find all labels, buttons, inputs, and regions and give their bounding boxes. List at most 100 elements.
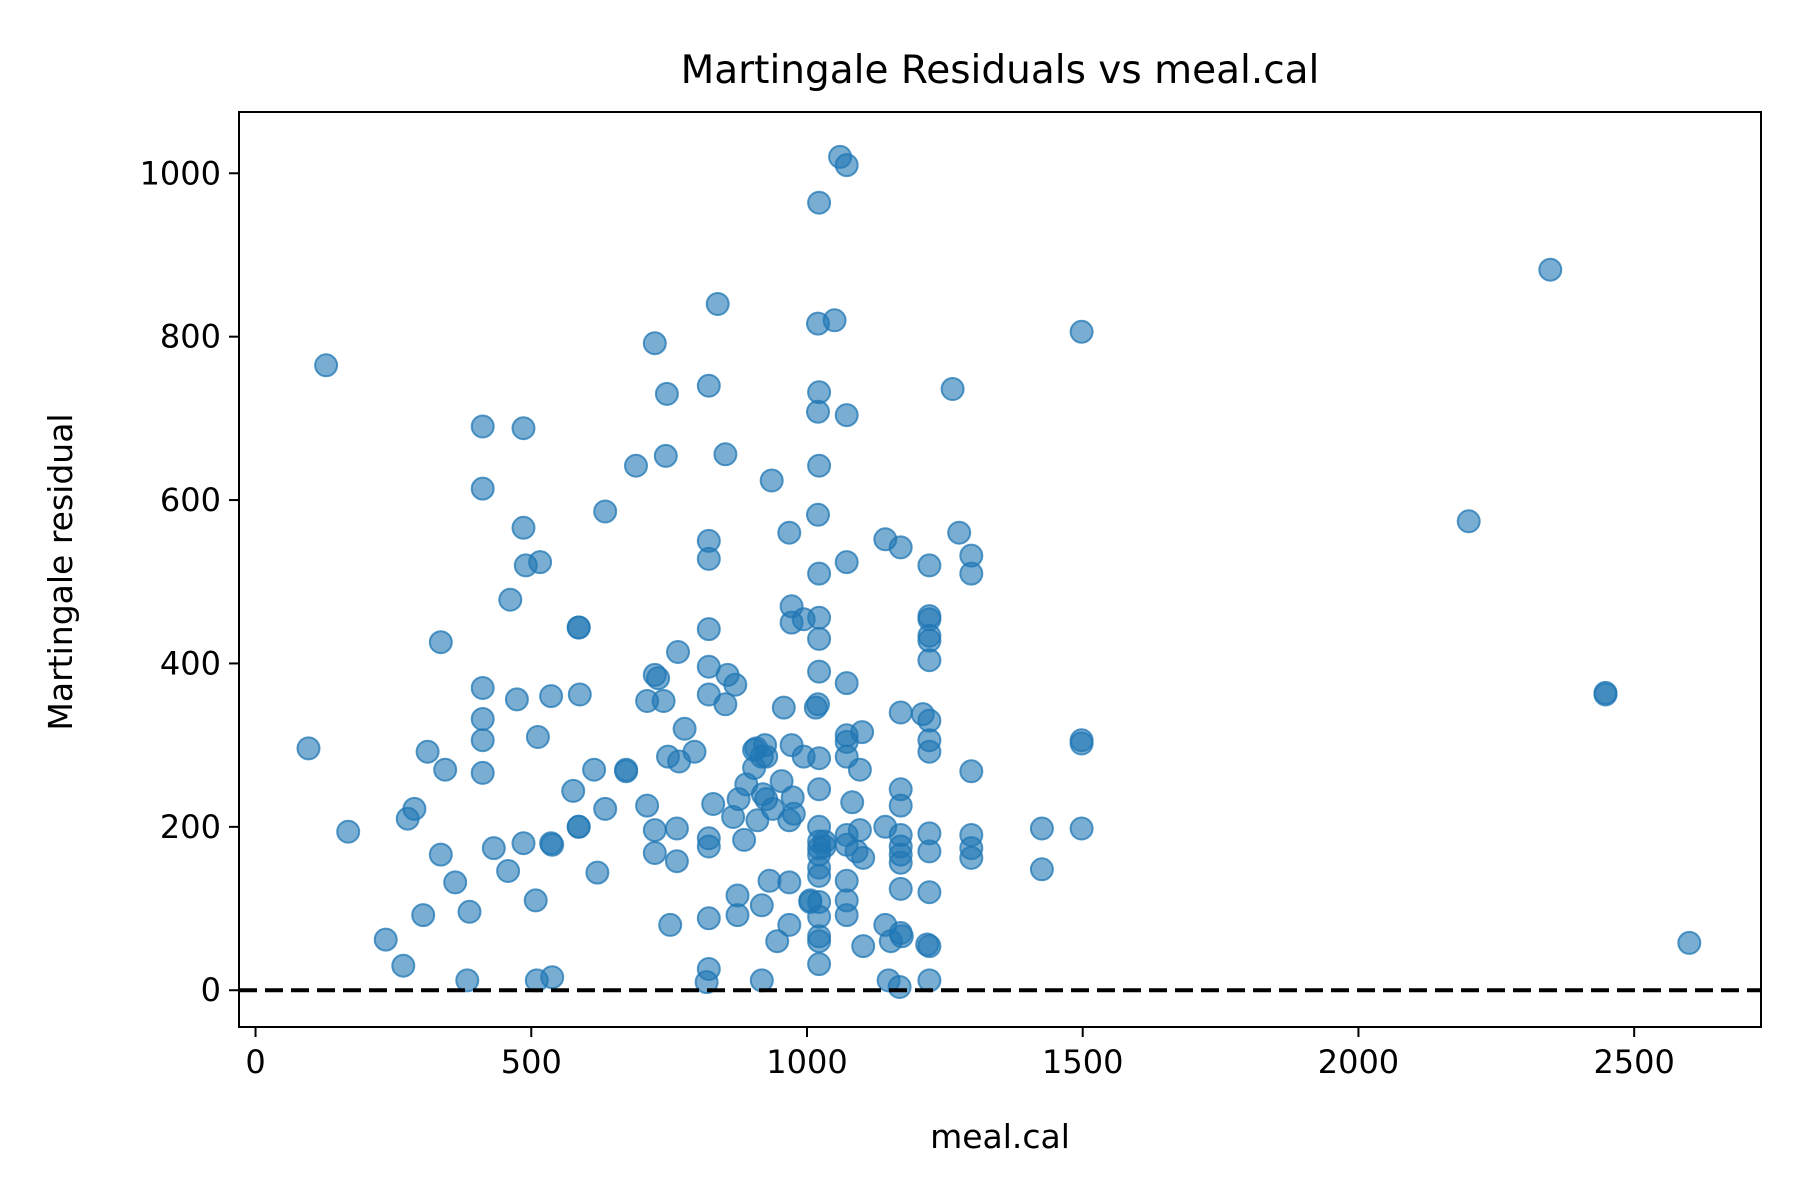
data-point [1029, 816, 1054, 841]
data-point [940, 377, 965, 401]
data-point [1677, 930, 1702, 955]
y-tick-label: 0 [201, 971, 221, 1009]
data-point [511, 416, 536, 441]
data-point [642, 331, 667, 356]
data-point [593, 796, 618, 821]
data-point [888, 535, 913, 560]
data-point [807, 605, 832, 630]
data-point [834, 903, 859, 928]
data-point [455, 968, 480, 993]
data-point [701, 792, 726, 816]
data-point [705, 292, 730, 316]
data-point [614, 759, 639, 784]
data-point [585, 860, 610, 885]
data-point [850, 720, 875, 745]
y-tick-label: 800 [160, 318, 221, 356]
data-point [834, 153, 859, 178]
data-point [658, 912, 683, 937]
data-point [511, 515, 536, 540]
data-point [757, 868, 782, 893]
data-point [566, 814, 591, 839]
data-point [582, 757, 607, 782]
data-point [888, 700, 913, 725]
data-point [523, 888, 548, 913]
data-point [528, 550, 553, 575]
data-point [470, 676, 495, 700]
data-point [807, 746, 832, 771]
data-point [443, 870, 468, 895]
data-point [642, 841, 667, 865]
data-point [1456, 509, 1481, 534]
data-point [642, 818, 667, 843]
data-point [566, 615, 591, 640]
data-point [888, 793, 913, 818]
data-point [807, 863, 832, 888]
data-point [777, 520, 802, 545]
data-point [470, 476, 495, 501]
data-point [391, 953, 416, 978]
data-point [887, 975, 912, 999]
data-point [428, 630, 453, 655]
data-point [917, 880, 942, 905]
data-point [470, 707, 495, 731]
data-point [807, 453, 832, 478]
data-point [947, 520, 972, 545]
data-point [561, 778, 586, 803]
data-point [567, 682, 592, 707]
data-point [807, 659, 832, 684]
data-point [749, 893, 774, 918]
data-point [696, 906, 721, 931]
data-point [851, 845, 876, 870]
chart-title: Martingale Residuals vs meal.cal [681, 48, 1320, 93]
data-point [415, 739, 440, 764]
data-point [498, 587, 523, 612]
marks-layer: 0 500 1000 1500 2000 2500 0 200 400 600 800 1000 [140, 144, 1761, 1081]
data-point [917, 934, 942, 959]
y-axis-label: Martingale residual [41, 413, 80, 730]
data-point [481, 836, 506, 861]
y-tick-label: 200 [160, 808, 221, 846]
x-tick-label: 2000 [1318, 1043, 1399, 1081]
data-point [917, 968, 942, 993]
data-point [1593, 682, 1618, 707]
data-point [1029, 857, 1054, 882]
y-tick-label: 600 [160, 481, 221, 519]
data-point [624, 453, 648, 478]
data-point [314, 353, 339, 378]
data-point [917, 739, 942, 764]
data-point [696, 546, 721, 571]
data-point [428, 842, 453, 867]
data-point [807, 380, 832, 405]
data-point [917, 553, 942, 578]
data-point [851, 934, 876, 959]
data-point [754, 744, 779, 769]
data-point [682, 739, 707, 764]
data-point [525, 725, 550, 749]
data-point [646, 666, 671, 691]
data-point [725, 903, 750, 928]
x-axis-label: meal.cal [930, 1117, 1070, 1156]
data-point [504, 687, 529, 712]
data-point [470, 728, 495, 753]
x-tick-label: 1500 [1042, 1043, 1123, 1081]
plot-area-frame [238, 111, 1762, 1028]
data-point [777, 870, 802, 895]
data-point [672, 716, 697, 741]
data-point [373, 927, 398, 952]
data-point [511, 831, 536, 856]
x-tick-label: 0 [245, 1043, 265, 1081]
data-point [834, 550, 859, 575]
data-point [402, 796, 427, 821]
data-point [917, 648, 942, 673]
data-point [539, 684, 564, 709]
x-tick-label: 2500 [1593, 1043, 1674, 1081]
data-point [296, 736, 321, 761]
data-point [765, 929, 790, 954]
data-point [593, 499, 618, 524]
data-point [888, 850, 913, 875]
data-point [777, 912, 802, 937]
data-point [457, 899, 482, 924]
data-point [749, 968, 774, 993]
data-point [666, 640, 690, 664]
data-point [759, 468, 784, 493]
